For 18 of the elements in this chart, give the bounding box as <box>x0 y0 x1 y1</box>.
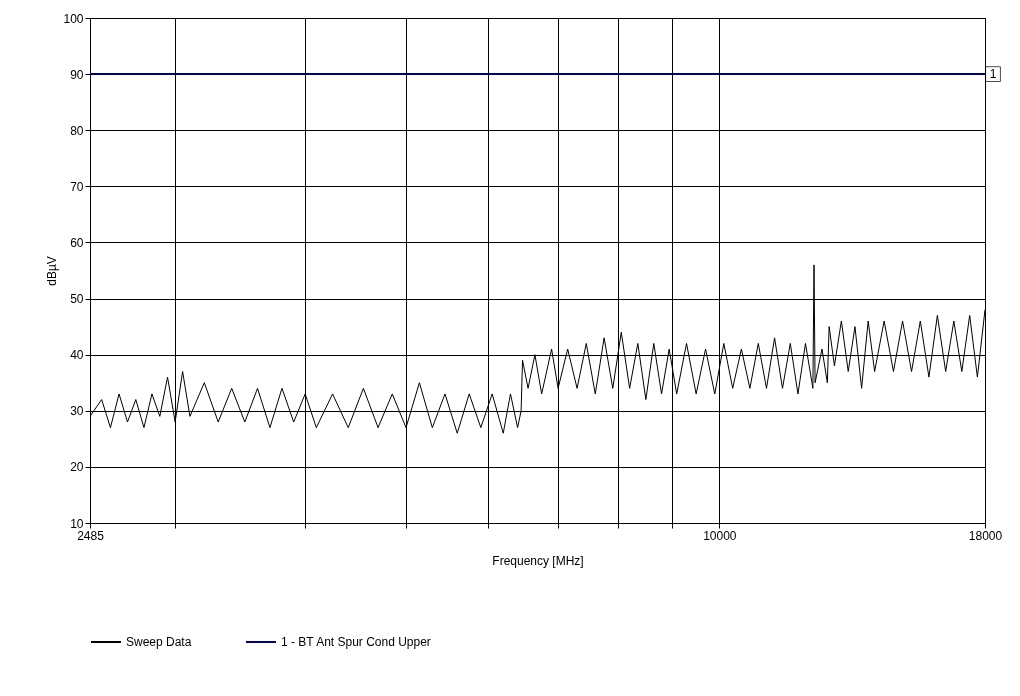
y-tick-label: 10 <box>70 516 84 531</box>
legend-label: 1 - BT Ant Spur Cond Upper <box>281 635 431 649</box>
y-tick-label: 30 <box>70 404 84 419</box>
y-tick-label: 100 <box>63 11 84 26</box>
y-tick-label: 20 <box>70 460 84 475</box>
x-axis-title: Frequency [MHz] <box>492 553 584 568</box>
y-tick-label: 50 <box>70 292 84 307</box>
y-tick-label: 70 <box>70 179 84 194</box>
annotation: 1 <box>989 67 997 82</box>
y-tick-label: 80 <box>70 123 84 138</box>
y-tick-label: 90 <box>70 67 84 82</box>
x-tick-label: 2485 <box>77 528 105 543</box>
y-axis-title: dBµV <box>45 256 60 286</box>
legend-label: Sweep Data <box>126 635 192 649</box>
x-tick-label: 10000 <box>703 528 737 543</box>
x-tick-label: 18000 <box>968 528 1003 543</box>
y-tick-label: 60 <box>70 235 84 250</box>
y-tick-label: 40 <box>70 348 84 363</box>
